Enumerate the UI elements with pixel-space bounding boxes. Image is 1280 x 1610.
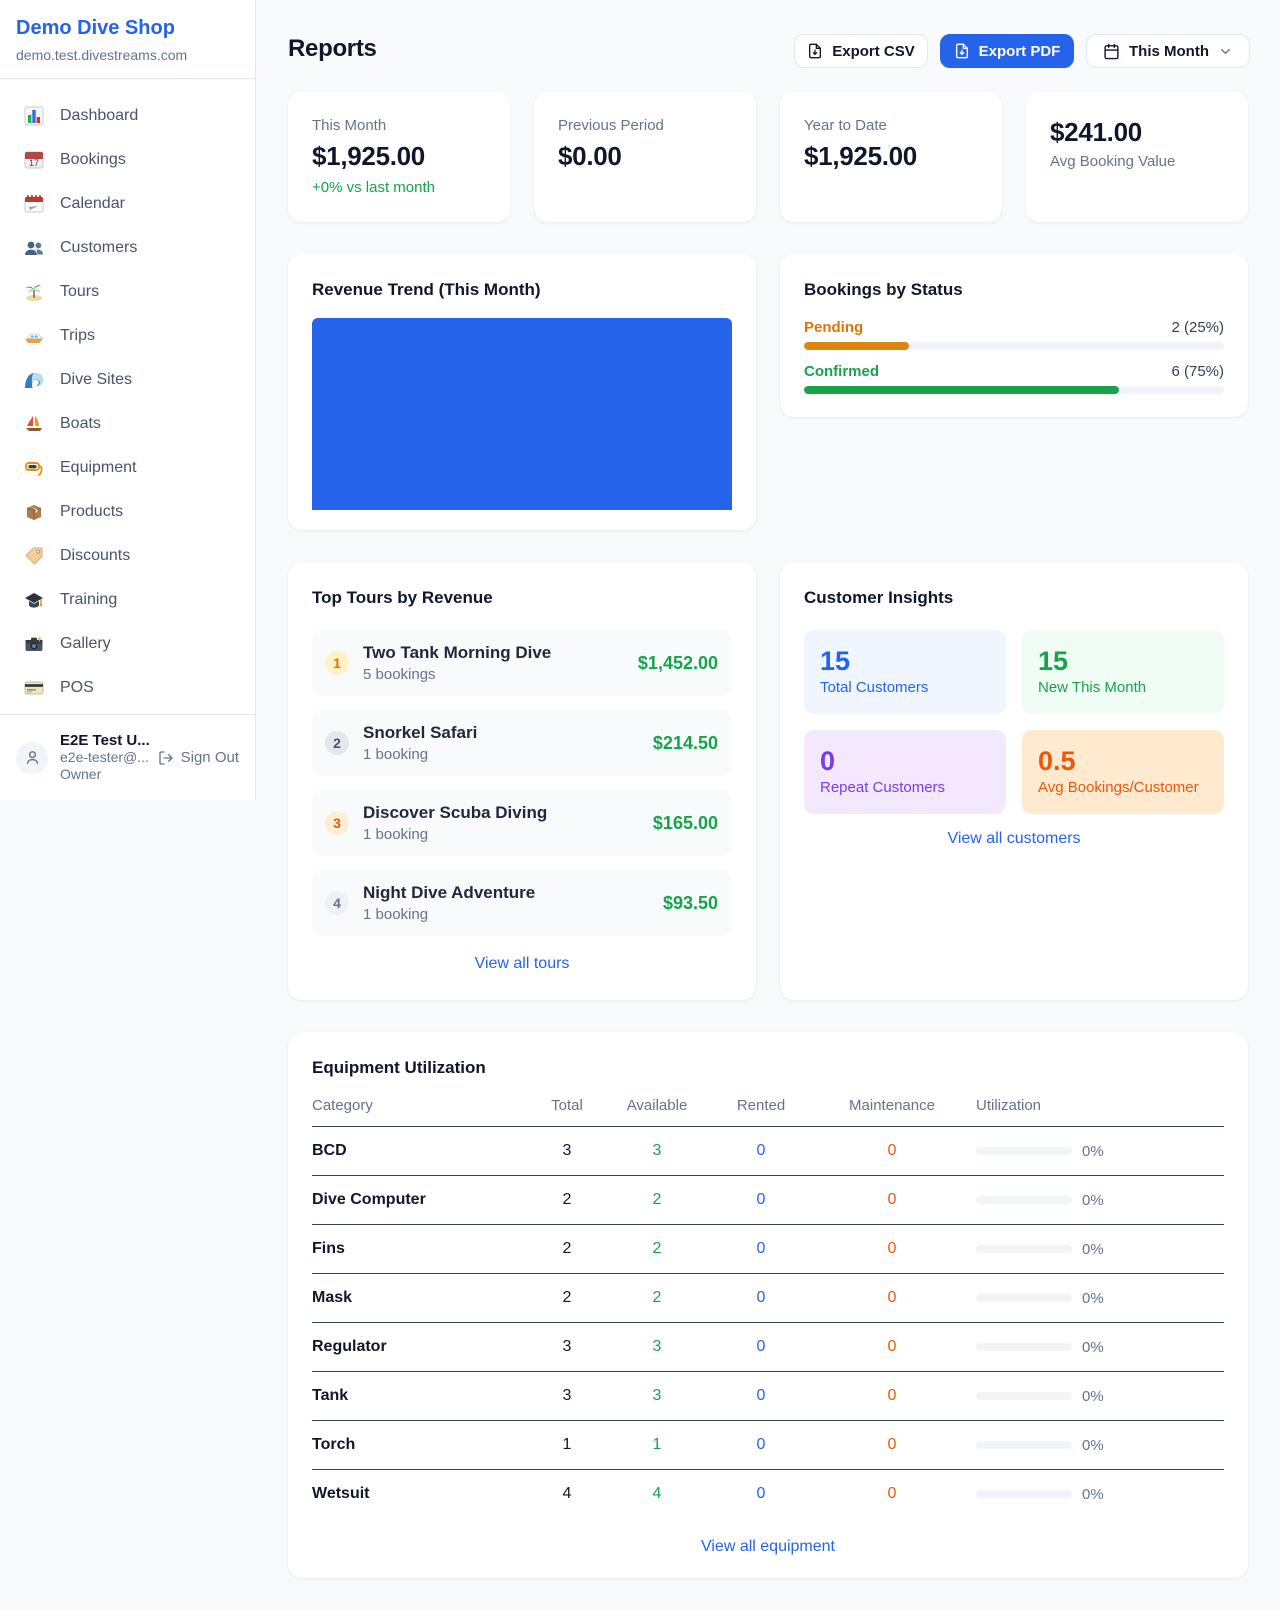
svg-text:17: 17 <box>29 158 39 168</box>
